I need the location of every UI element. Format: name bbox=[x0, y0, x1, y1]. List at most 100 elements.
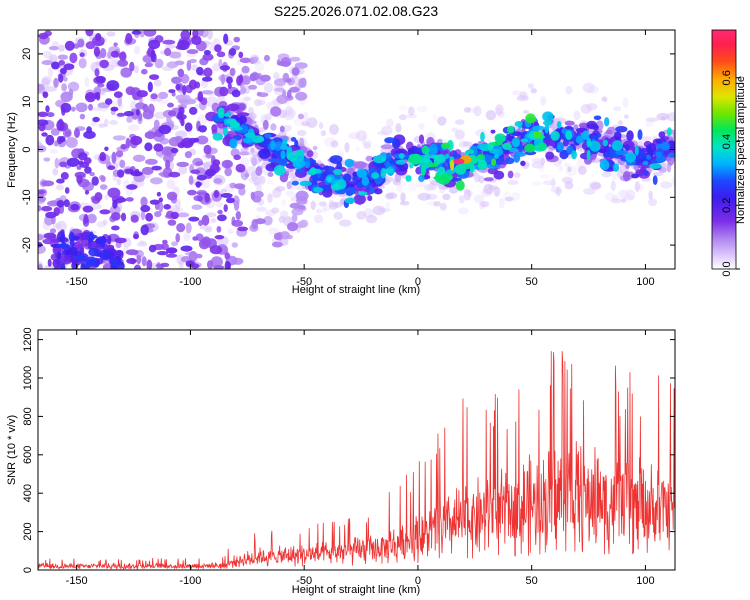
heatmap-blob bbox=[215, 201, 224, 208]
heatmap-blob bbox=[59, 136, 66, 143]
heatmap-blob bbox=[104, 146, 109, 151]
heatmap-blob bbox=[287, 89, 292, 99]
heatmap-blob bbox=[455, 119, 465, 125]
heatmap-blob bbox=[242, 137, 254, 144]
heatmap-blob bbox=[478, 175, 485, 184]
heatmap-blob bbox=[577, 165, 587, 175]
heatmap-blob bbox=[100, 175, 106, 183]
heatmap-blob bbox=[520, 138, 529, 143]
heatmap-blob bbox=[235, 211, 241, 220]
heatmap-blob bbox=[257, 175, 266, 185]
heatmap-blob bbox=[565, 130, 573, 141]
heatmap-blob bbox=[201, 214, 210, 226]
heatmap-blob bbox=[82, 205, 94, 213]
heatmap-blob bbox=[416, 181, 426, 188]
heatmap-blob bbox=[87, 234, 98, 239]
heatmap-blob bbox=[613, 106, 622, 112]
heatmap-blob bbox=[418, 134, 425, 144]
heatmap-blob bbox=[506, 125, 515, 134]
heatmap-blob bbox=[178, 165, 188, 175]
heatmap-blob bbox=[400, 192, 406, 203]
heatmap-blob bbox=[180, 30, 191, 41]
heatmap-blob bbox=[527, 83, 534, 89]
heatmap-blob bbox=[45, 105, 50, 113]
heatmap-blob bbox=[212, 63, 221, 72]
heatmap-blob bbox=[264, 133, 272, 139]
heatmap-blob bbox=[56, 200, 65, 208]
heatmap-blob bbox=[184, 122, 193, 132]
heatmap-blob bbox=[422, 105, 427, 112]
heatmap-blob bbox=[97, 83, 105, 88]
snr-x-tick-label: 0 bbox=[415, 575, 421, 587]
heatmap-blob bbox=[38, 111, 48, 117]
heatmap-blob bbox=[111, 151, 117, 163]
heatmap-blob bbox=[241, 65, 250, 74]
heatmap-blob bbox=[310, 200, 316, 210]
heatmap-blob bbox=[294, 62, 308, 69]
heatmap-blob bbox=[660, 141, 671, 151]
heatmap-blob bbox=[43, 232, 57, 240]
heatmap-blob bbox=[111, 225, 120, 231]
heatmap-blob bbox=[586, 103, 598, 111]
heatmap-blob bbox=[469, 155, 478, 165]
heatmap-blob bbox=[248, 84, 258, 90]
heatmap-blob bbox=[161, 146, 174, 157]
heatmap-blob bbox=[432, 113, 437, 122]
heatmap-blob bbox=[344, 158, 355, 168]
heatmap-blob bbox=[559, 165, 563, 172]
heatmap-blob bbox=[371, 172, 380, 179]
heatmap-blob bbox=[38, 32, 49, 40]
heatmap-blob bbox=[42, 91, 49, 99]
heatmap-blob bbox=[226, 76, 233, 84]
heatmap-blob bbox=[291, 180, 299, 186]
heatmap-blob bbox=[313, 187, 324, 193]
heatmap-blob bbox=[275, 141, 284, 146]
heatmap-blob bbox=[483, 183, 494, 195]
heatmap-blob bbox=[282, 137, 288, 148]
heatmap-blob bbox=[85, 92, 96, 103]
heatmap-blob bbox=[605, 129, 613, 135]
heatmap-blob bbox=[291, 213, 298, 223]
heatmap-blob bbox=[625, 152, 636, 163]
heatmap-blob bbox=[667, 152, 675, 158]
heatmap-blob bbox=[421, 145, 430, 155]
heatmap-x-tick-label: -150 bbox=[66, 276, 88, 288]
heatmap-blob bbox=[312, 145, 318, 151]
heatmap-blob bbox=[353, 194, 366, 205]
heatmap-blob bbox=[175, 83, 181, 91]
heatmap-blob bbox=[652, 171, 663, 177]
heatmap-blob bbox=[277, 157, 288, 167]
heatmap-blob bbox=[142, 103, 149, 113]
heatmap-blob bbox=[345, 186, 357, 195]
heatmap-blob bbox=[160, 262, 170, 268]
heatmap-blob bbox=[177, 111, 183, 120]
heatmap-blob bbox=[384, 161, 391, 167]
heatmap-blob bbox=[158, 201, 164, 213]
heatmap-blob bbox=[211, 218, 216, 223]
colorbar-tick-label: 0.4 bbox=[721, 134, 733, 149]
colorbar-label: Normalized spectral amplitude bbox=[735, 76, 747, 224]
heatmap-blob bbox=[437, 116, 447, 126]
heatmap-blob bbox=[303, 111, 308, 123]
snr-y-tick-label: 200 bbox=[22, 522, 34, 540]
colorbar-ticks: 0.0 0.2 0.4 0.6 bbox=[721, 70, 740, 277]
heatmap-blob bbox=[625, 144, 630, 152]
heatmap-blob bbox=[338, 219, 352, 227]
heatmap-blob bbox=[170, 211, 179, 220]
heatmap-blob bbox=[273, 232, 282, 240]
heatmap-blob bbox=[418, 174, 425, 183]
heatmap-blob bbox=[544, 135, 549, 141]
heatmap-blob bbox=[224, 260, 231, 269]
heatmap-blob bbox=[130, 100, 137, 111]
heatmap-blob bbox=[68, 247, 78, 256]
heatmap-blob bbox=[264, 54, 270, 62]
heatmap-blob bbox=[455, 180, 465, 191]
heatmap-blob bbox=[590, 182, 602, 190]
heatmap-blob bbox=[634, 145, 639, 156]
heatmap-blob bbox=[49, 148, 58, 154]
heatmap-blob bbox=[450, 159, 455, 171]
heatmap-blob bbox=[130, 214, 139, 223]
heatmap-x-tick-label: 50 bbox=[526, 276, 538, 288]
heatmap-blob bbox=[183, 231, 191, 242]
heatmap-blob bbox=[205, 168, 217, 177]
